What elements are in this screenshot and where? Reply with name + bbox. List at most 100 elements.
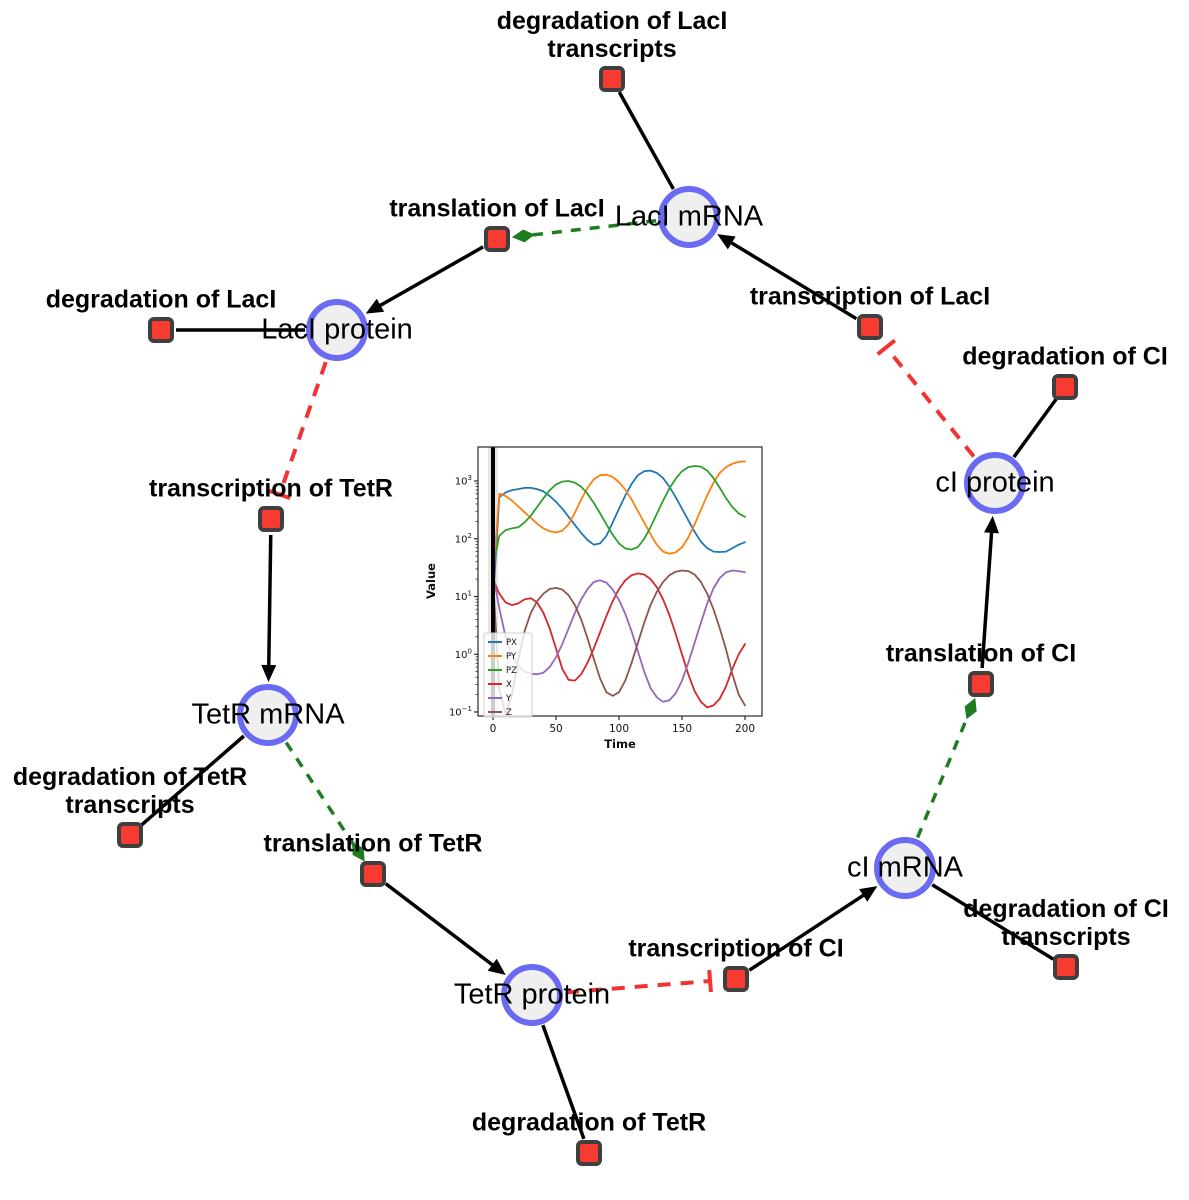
reaction-label-line: degradation of TetR: [471, 1108, 707, 1137]
species-node-cI_protein[interactable]: [964, 452, 1026, 514]
reaction-label-tl_tetR: translation of TetR: [263, 829, 483, 859]
reaction-label-line: transcripts: [1001, 922, 1131, 951]
y-ticks: 10−1 100 101 102 103: [449, 474, 478, 719]
simulation-plot: 0 50 100 150 200 10−1 100 101 102 103 Time Value PX P…: [425, 437, 775, 765]
series-PZ: [492, 465, 746, 569]
reaction-label-line: transcripts: [65, 790, 195, 819]
series-Y: [492, 569, 746, 703]
reaction-label-line: translation of LacI: [389, 194, 605, 223]
reaction-label-line: degradation of TetR: [12, 763, 248, 791]
legend-entry-X: X: [488, 680, 512, 690]
reaction-label-line: transcription of TetR: [149, 474, 393, 503]
reaction-label-deg_tetR: degradation of TetR: [471, 1108, 707, 1138]
reaction-label-line: degradation of LacI: [45, 285, 277, 314]
series-Z: [492, 569, 746, 716]
reaction-node-tr_cI[interactable]: [723, 966, 749, 992]
series-X: [492, 572, 746, 709]
y-tick-label: 101: [455, 590, 472, 604]
x-axis-label: Time: [604, 737, 636, 751]
reaction-node-deg_lacI_tx[interactable]: [599, 66, 625, 92]
legend-label: Z: [506, 708, 512, 718]
legend-label: Y: [505, 694, 512, 704]
y-tick-label: 102: [455, 532, 472, 546]
reaction-node-deg_lacI[interactable]: [148, 317, 174, 343]
reaction-node-tr_lacI[interactable]: [857, 314, 883, 340]
reaction-node-deg_tetR_tx[interactable]: [117, 822, 143, 848]
edge-modifier-lacI_mRNA-tl_lacI: [511, 219, 657, 243]
series-PX: [492, 469, 746, 604]
species-node-lacI_mRNA[interactable]: [658, 186, 720, 248]
species-label-cI_protein: cI protein: [935, 466, 1055, 499]
reaction-label-tr_lacI: transcription of LacI: [749, 282, 991, 312]
edge-consumption-tetR_mRNA-deg_tetR_tx: [140, 734, 246, 827]
legend-label: PY: [506, 652, 517, 662]
reaction-node-deg_tetR[interactable]: [576, 1140, 602, 1166]
species-label-tetR_mRNA: TetR mRNA: [191, 698, 345, 731]
edge-production-tr_lacI-lacI_mRNA: [717, 234, 858, 321]
legend-entry-PZ: PZ: [488, 666, 517, 676]
species-label-lacI_mRNA: LacI mRNA: [614, 200, 764, 233]
reaction-label-deg_tetR_tx: degradation of TetR transcripts: [12, 763, 248, 819]
legend-entry-PX: PX: [488, 638, 517, 648]
reaction-label-line: transcripts: [547, 34, 677, 63]
edge-consumption-lacI_mRNA-deg_lacI_tx: [617, 91, 675, 190]
reaction-label-line: translation of TetR: [263, 829, 483, 858]
edge-production-tr_tetR-tetR_mRNA: [261, 534, 277, 683]
species-node-lacI_protein[interactable]: [306, 299, 368, 361]
species-label-cI_mRNA: cI mRNA: [847, 851, 963, 884]
legend-entry-Y: Y: [488, 694, 512, 704]
edge-production-tl_tetR-tetR_protein: [384, 882, 506, 976]
edge-production-tl_cI-cI_protein: [980, 515, 1000, 669]
x-tick-label: 0: [490, 723, 497, 735]
reaction-label-line: translation of CI: [885, 639, 1077, 668]
edge-consumption-cI_mRNA-deg_cI_tx: [931, 883, 1055, 961]
species-node-cI_mRNA[interactable]: [874, 837, 936, 899]
reaction-label-deg_cI_tx: degradation of CI transcripts: [963, 895, 1169, 951]
edge-inhibition-lacI_protein-tr_tetR: [268, 361, 328, 500]
reaction-node-deg_cI_tx[interactable]: [1053, 954, 1079, 980]
x-ticks: 0 50 100 150 200: [490, 716, 755, 735]
reaction-node-tr_tetR[interactable]: [258, 506, 284, 532]
edge-production-tl_lacI-lacI_protein: [365, 245, 484, 314]
reaction-label-tl_cI: translation of CI: [885, 639, 1077, 669]
reaction-node-tl_cI[interactable]: [968, 671, 994, 697]
edge-consumption-cI_protein-deg_cI: [1012, 398, 1058, 459]
edge-production-tr_cI-cI_mRNA: [748, 886, 878, 972]
reaction-label-tr_cI: transcription of CI: [628, 935, 843, 964]
reaction-label-deg_lacI: degradation of LacI: [45, 285, 277, 315]
legend-entry-PY: PY: [488, 652, 517, 662]
reaction-label-deg_lacI_tx: degradation of LacI transcripts: [497, 7, 728, 63]
y-tick-label: 100: [455, 647, 472, 661]
reaction-node-deg_cI[interactable]: [1052, 374, 1078, 400]
legend: PX PY PZ XYZ: [483, 632, 533, 718]
reaction-label-deg_cI: degradation of CI: [962, 342, 1168, 372]
legend-label: PX: [506, 638, 517, 648]
y-tick-label: 103: [455, 474, 472, 488]
x-tick-label: 150: [672, 723, 692, 735]
y-tick-label: 10−1: [449, 705, 472, 719]
edge-modifier-cI_mRNA-tl_cI: [915, 697, 977, 839]
legend-label: X: [506, 680, 512, 690]
reaction-label-line: transcription of LacI: [749, 282, 991, 311]
species-label-lacI_protein: LacI protein: [261, 313, 413, 346]
series-PY: [492, 460, 746, 581]
x-tick-label: 200: [735, 723, 755, 735]
species-node-tetR_protein[interactable]: [501, 964, 563, 1026]
reaction-label-tr_tetR: transcription of TetR: [149, 474, 393, 504]
species-node-tetR_mRNA[interactable]: [237, 684, 299, 746]
x-tick-label: 50: [549, 723, 562, 735]
legend-entry-Z: Z: [488, 708, 512, 718]
edge-inhibition-tetR_protein-tr_cI: [565, 969, 713, 995]
reaction-node-tl_lacI[interactable]: [484, 226, 510, 252]
plot-svg: 0 50 100 150 20010−1100101102103TimeValuePXP…: [425, 446, 763, 751]
edge-modifier-tetR_mRNA-tl_tetR: [284, 741, 365, 862]
reaction-label-line: degradation of CI: [962, 342, 1168, 371]
reaction-label-line: degradation of CI: [963, 895, 1169, 923]
reaction-node-tl_tetR[interactable]: [360, 861, 386, 887]
plot-frame: [477, 446, 763, 717]
edge-inhibition-cI_protein-tr_lacI: [876, 338, 976, 458]
x-tick-label: 100: [609, 723, 629, 735]
edge-consumption-tetR_protein-deg_tetR: [541, 1024, 586, 1140]
